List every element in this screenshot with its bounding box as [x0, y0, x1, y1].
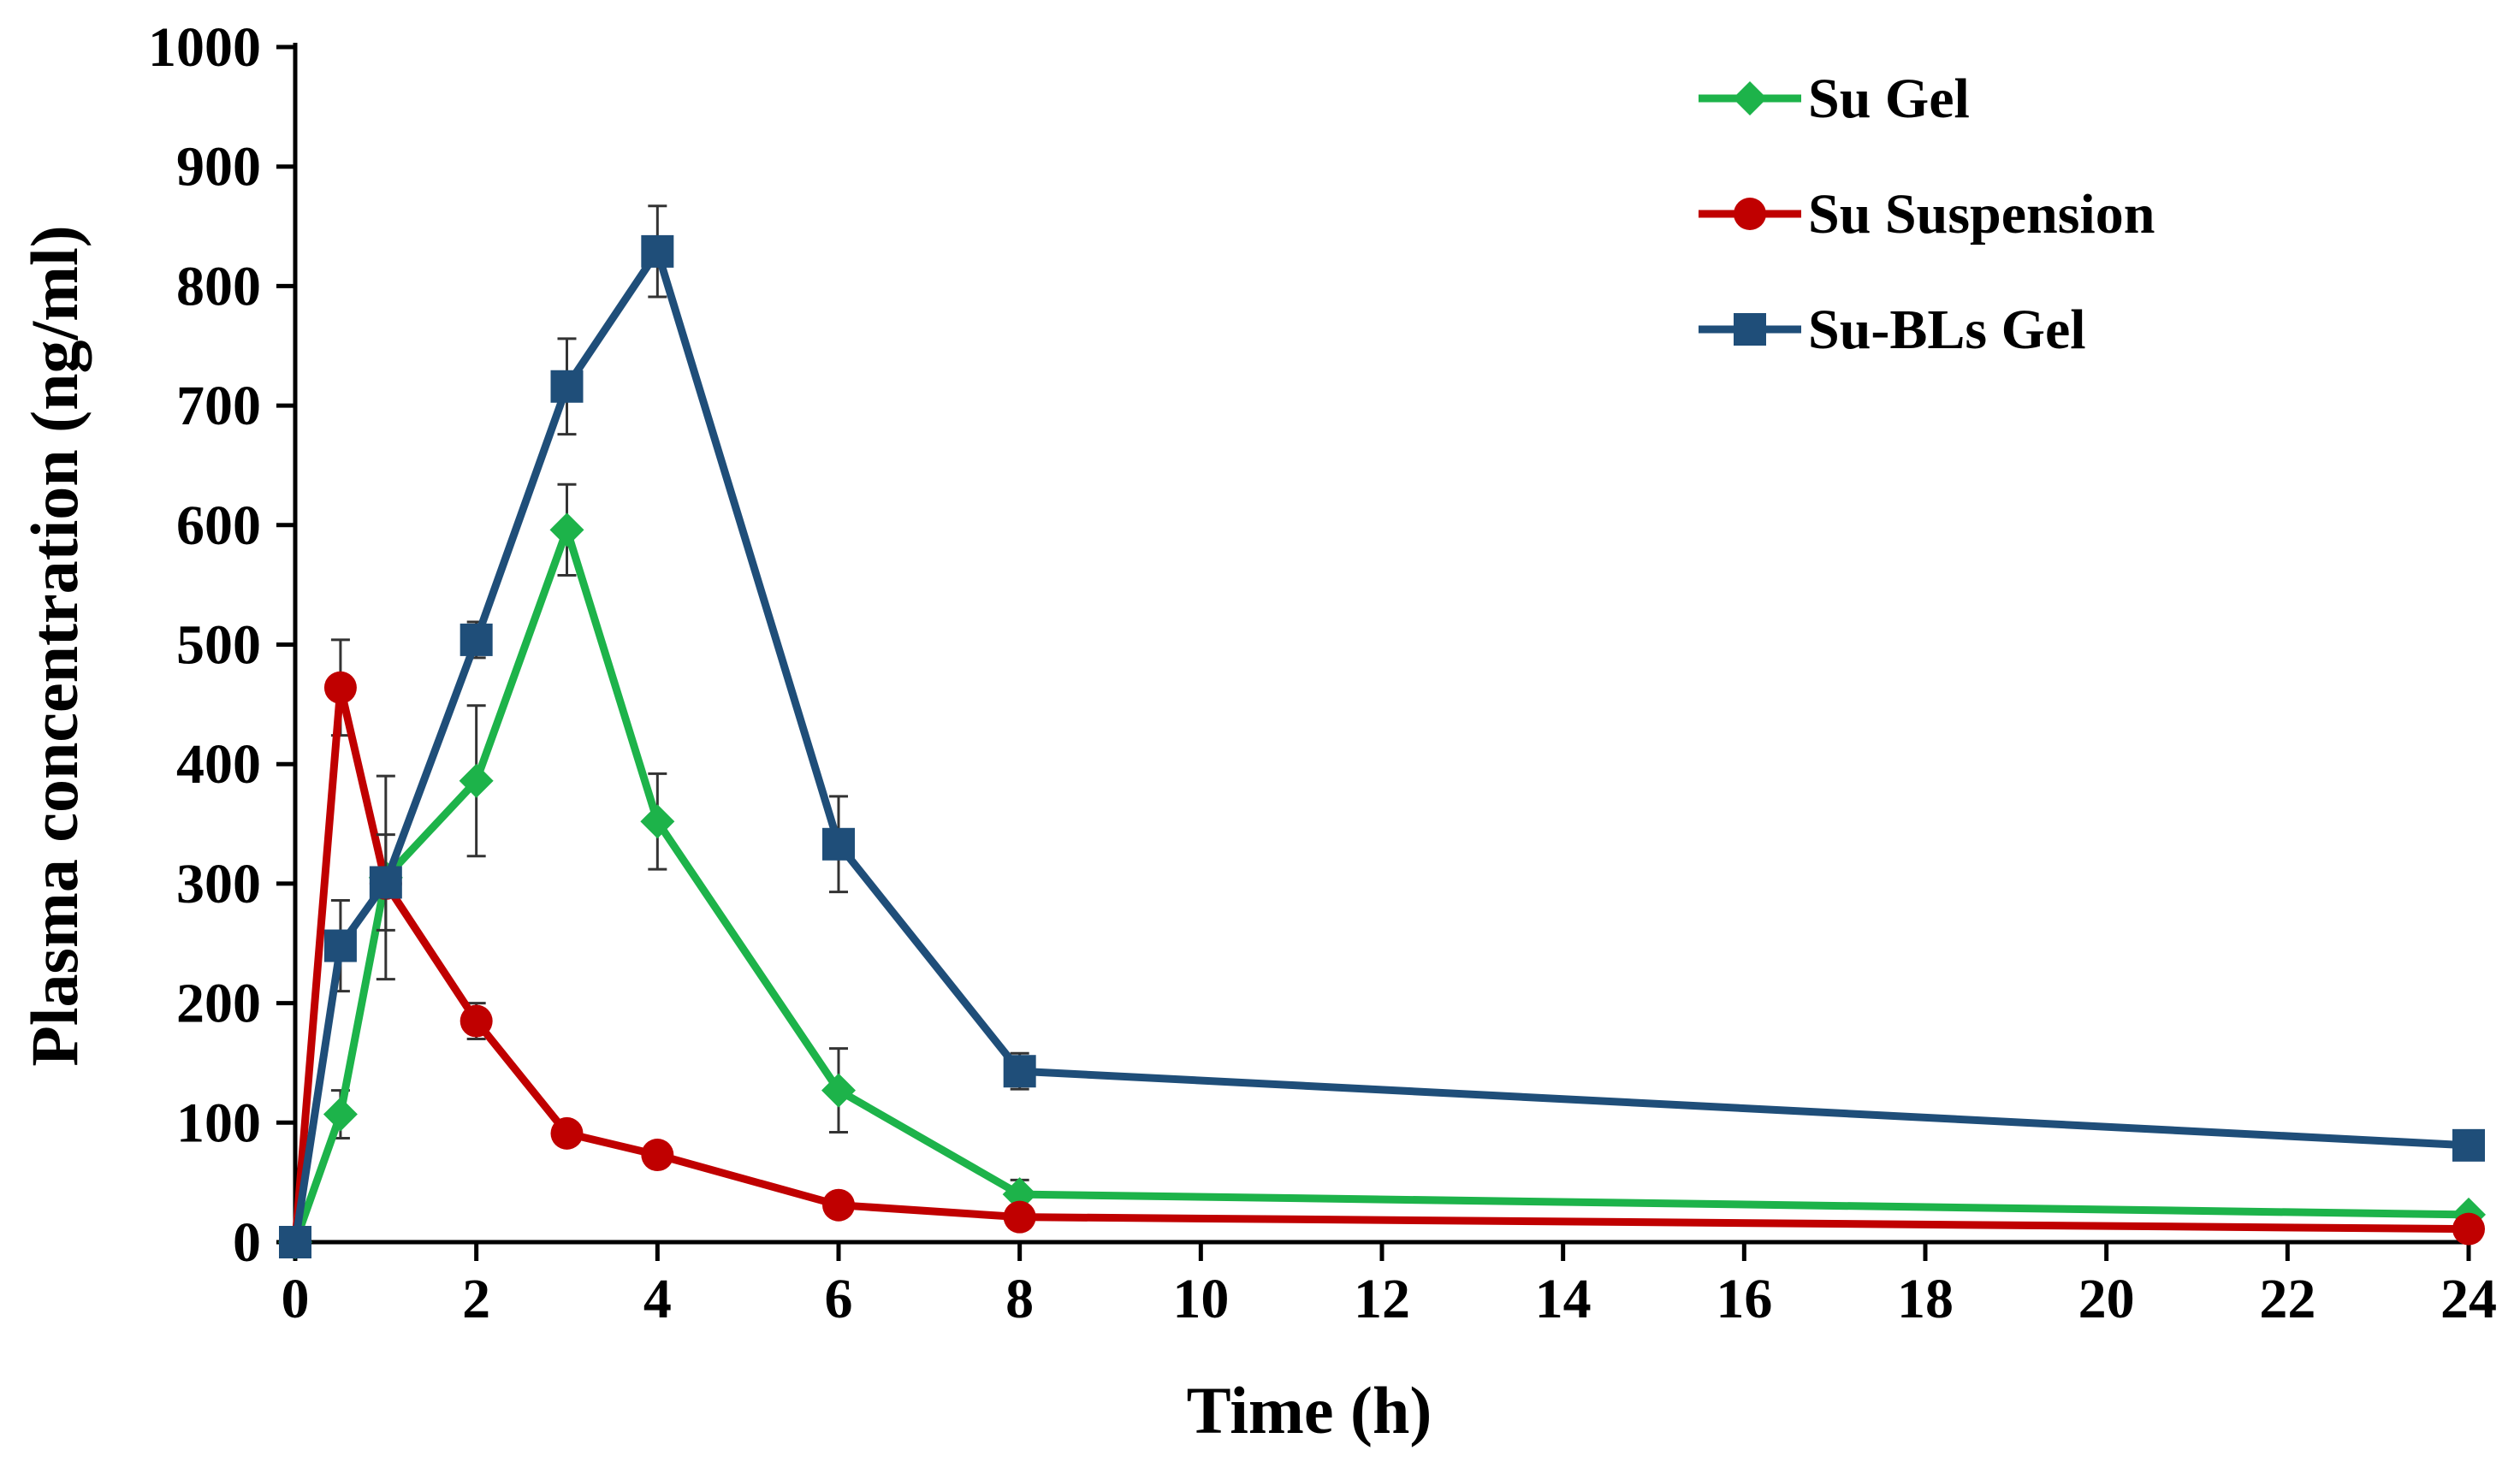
legend-item-su-bls-gel: Su-BLs Gel [1699, 299, 2086, 361]
x-tick-label: 2 [462, 1268, 490, 1330]
y-tick-label: 900 [176, 136, 261, 198]
series-su-suspension [279, 638, 2485, 1258]
data-point-su-bls-gel [1003, 1055, 1036, 1088]
y-axis-title: Plasma concentration (ng/ml) [17, 225, 92, 1067]
data-point-su-suspension [822, 1188, 855, 1222]
y-tick-label: 400 [176, 733, 261, 796]
legend-label: Su Suspension [1808, 183, 2155, 246]
legend-item-su-suspension: Su Suspension [1699, 183, 2155, 246]
series-layer [278, 204, 2486, 1259]
y-tick-label: 700 [176, 375, 261, 437]
x-tick-label: 4 [643, 1268, 672, 1330]
x-tick-label: 10 [1172, 1268, 1229, 1330]
x-tick-label: 24 [2440, 1268, 2497, 1330]
x-axis-title: Time (h) [1187, 1373, 1432, 1447]
data-point-su-bls-gel [460, 623, 493, 656]
data-point-su-suspension [641, 1139, 674, 1172]
data-point-su-bls-gel [822, 827, 855, 861]
data-point-su-bls-gel [323, 929, 357, 962]
x-tick-label: 22 [2259, 1268, 2315, 1330]
series-line-su-suspension [291, 684, 2470, 1243]
series-line-su-bls-gel [291, 247, 2470, 1243]
data-point-su-suspension [1003, 1200, 1036, 1234]
legend-label: Su-BLs Gel [1808, 299, 2086, 361]
data-point-su-bls-gel [550, 370, 584, 403]
y-tick-label: 600 [176, 494, 261, 557]
legend-marker [1734, 198, 1766, 230]
x-tick-label: 8 [1005, 1268, 1034, 1330]
x-tick-label: 16 [1716, 1268, 1772, 1330]
y-tick-label: 800 [176, 255, 261, 317]
data-point-su-suspension [550, 1116, 584, 1150]
legend-item-su-gel: Su Gel [1699, 68, 1970, 130]
x-tick-label: 14 [1535, 1268, 1592, 1330]
y-tick-label: 200 [176, 973, 261, 1035]
x-tick-label: 18 [1897, 1268, 1954, 1330]
data-point-su-bls-gel [2452, 1128, 2485, 1162]
x-tick-label: 20 [2078, 1268, 2135, 1330]
data-point-su-bls-gel [641, 234, 674, 268]
series-line-su-gel [291, 525, 2470, 1244]
data-point-su-gel [1002, 1177, 1037, 1212]
legend-label: Su Gel [1808, 68, 1970, 130]
y-tick-label: 0 [233, 1211, 261, 1274]
x-tick-label: 12 [1354, 1268, 1410, 1330]
data-point-su-gel [640, 804, 675, 839]
x-axis-ticks: 0 2 4 6 8 10 12 14 16 18 20 22 24 [282, 1242, 2497, 1330]
series-su-bls-gel [279, 204, 2485, 1258]
y-tick-label: 500 [176, 614, 261, 677]
y-tick-label: 100 [176, 1092, 261, 1154]
data-point-su-suspension [323, 671, 357, 704]
x-tick-label: 6 [825, 1268, 853, 1330]
legend: Su Gel Su Suspension Su-BLs Gel [1699, 68, 2155, 361]
data-point-su-suspension [2452, 1212, 2485, 1246]
data-point-su-suspension [460, 1004, 493, 1038]
data-point-su-gel [549, 512, 584, 548]
x-tick-label: 0 [282, 1268, 310, 1330]
data-point-su-gel [821, 1073, 856, 1108]
data-point-su-gel [323, 1097, 358, 1132]
y-tick-label: 1000 [148, 16, 261, 79]
y-tick-label: 300 [176, 853, 261, 915]
data-point-su-bls-gel [279, 1226, 311, 1258]
data-point-su-gel [459, 763, 494, 798]
y-axis-ticks: 0 100 200 300 400 500 600 700 800 900 1000 [148, 16, 295, 1274]
legend-marker [1733, 81, 1767, 115]
data-point-su-bls-gel [369, 866, 402, 899]
legend-marker [1734, 313, 1766, 346]
